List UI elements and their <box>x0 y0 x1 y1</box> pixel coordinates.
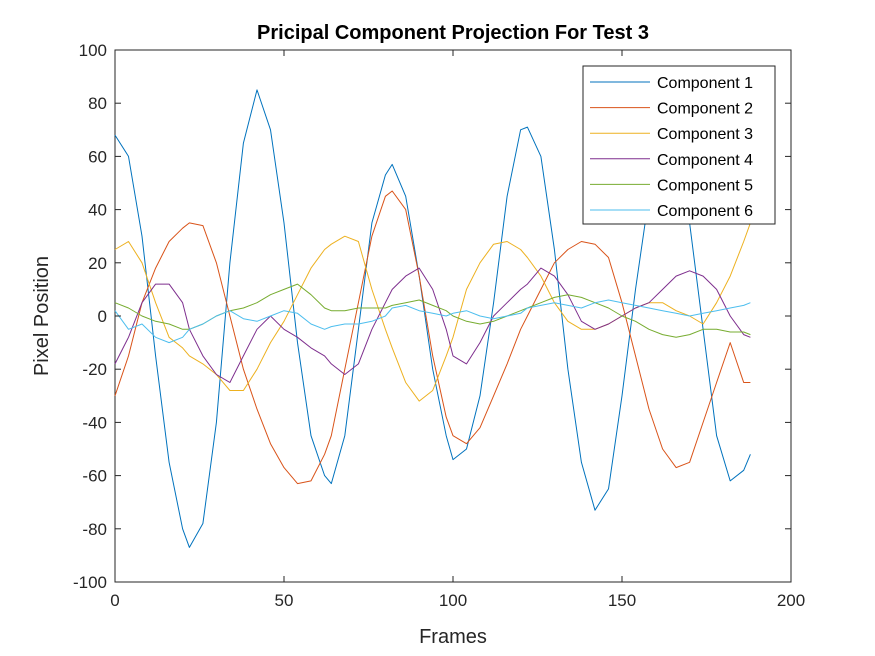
x-tick-label: 200 <box>777 591 805 610</box>
series-line-component-2 <box>114 190 751 485</box>
y-axis-label: Pixel Position <box>31 256 53 376</box>
legend-label-component-5: Component 5 <box>657 177 753 194</box>
legend-label-component-2: Component 2 <box>657 101 753 118</box>
legend-label-component-3: Component 3 <box>657 126 753 143</box>
series-line-component-4 <box>114 267 751 383</box>
ticks-layer: 0 50 100 150 200 -100 -80 -60 -40 -20 0 20 40 60 80 100 <box>73 41 805 610</box>
series-line-component-6 <box>114 299 751 344</box>
x-tick-label: 0 <box>110 591 119 610</box>
chart-title: Pricipal Component Projection For Test 3 <box>257 22 649 44</box>
y-tick-label: 20 <box>88 254 107 273</box>
legend: Component 1 Component 2 Component 3 Compone… <box>582 65 776 225</box>
y-tick-label: 40 <box>88 201 107 220</box>
x-tick-label: 150 <box>608 591 636 610</box>
y-tick-label: 60 <box>88 147 107 166</box>
legend-items: Component 1 Component 2 Component 3 Compone… <box>590 75 753 220</box>
y-tick-label: -60 <box>82 467 107 486</box>
legend-box <box>582 65 776 225</box>
y-tick-label: 0 <box>98 307 107 326</box>
y-tick-label: -100 <box>73 573 107 592</box>
legend-label-component-6: Component 6 <box>657 203 753 220</box>
x-axis-label: Frames <box>419 626 487 648</box>
y-tick-label: 100 <box>79 41 107 60</box>
y-tick-label: -40 <box>82 413 107 432</box>
series-line-component-1 <box>114 89 751 548</box>
x-tick-label: 100 <box>439 591 467 610</box>
y-tick-label: 80 <box>88 94 107 113</box>
y-tick-label: -80 <box>82 520 107 539</box>
x-tick-label: 50 <box>275 591 294 610</box>
legend-label-component-1: Component 1 <box>657 75 753 92</box>
y-tick-label: -20 <box>82 360 107 379</box>
legend-label-component-4: Component 4 <box>657 152 753 169</box>
series-layer <box>114 89 751 548</box>
